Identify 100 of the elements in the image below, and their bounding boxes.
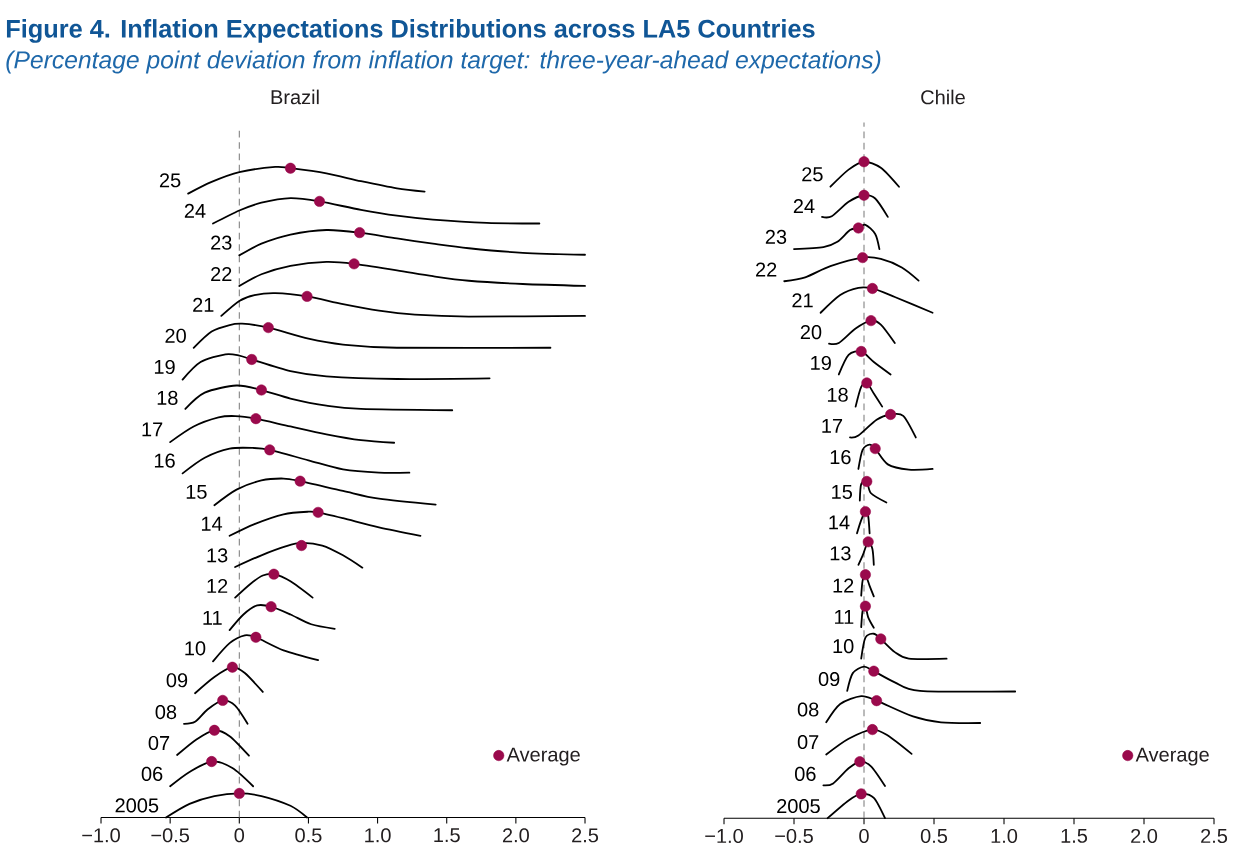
series-label: 2005 bbox=[777, 798, 820, 814]
series-label: 14 bbox=[829, 515, 850, 530]
series-label: 24 bbox=[793, 199, 815, 214]
series-label: 11 bbox=[835, 610, 854, 624]
legend-label: Average bbox=[506, 747, 580, 766]
point bbox=[858, 189, 870, 201]
series-label: 20 bbox=[800, 325, 822, 340]
series-label: 25 bbox=[159, 173, 181, 188]
series-label: 21 bbox=[193, 297, 214, 312]
series-label: 14 bbox=[201, 516, 223, 531]
series-label: 06 bbox=[795, 766, 816, 781]
series-label: 2005 bbox=[115, 798, 159, 813]
series-label: 13 bbox=[830, 546, 851, 561]
series-label: 16 bbox=[154, 453, 175, 468]
x-tick-label: 1.0 bbox=[365, 828, 391, 843]
series-label: 18 bbox=[157, 390, 178, 405]
series-label: 10 bbox=[185, 641, 206, 656]
point bbox=[857, 252, 869, 264]
series-label: 06 bbox=[141, 766, 163, 781]
point bbox=[875, 633, 887, 645]
x-tick-label: 0 bbox=[234, 828, 245, 843]
series-label: 11 bbox=[203, 610, 222, 625]
point bbox=[246, 354, 258, 365]
series-label: 22 bbox=[211, 266, 232, 281]
point bbox=[855, 346, 867, 357]
point bbox=[854, 756, 866, 768]
series-label: 19 bbox=[811, 355, 831, 371]
x-tick-label: −1.0 bbox=[82, 828, 120, 843]
x-tick-label: −1.0 bbox=[705, 828, 743, 844]
series-label: 09 bbox=[166, 673, 188, 688]
point bbox=[296, 540, 307, 552]
series-label: 08 bbox=[797, 702, 819, 717]
series-label: 18 bbox=[827, 387, 848, 402]
x-tick-label: 0 bbox=[859, 828, 869, 844]
point bbox=[348, 258, 360, 270]
point bbox=[866, 282, 878, 294]
caption: Figure 4. Inflation Expectations Distributions across LA5 Countries bbox=[6, 19, 815, 43]
point bbox=[871, 695, 883, 707]
series-label: 12 bbox=[207, 578, 228, 593]
series-label: 07 bbox=[148, 735, 170, 751]
point bbox=[855, 788, 867, 800]
point bbox=[217, 694, 229, 706]
series-label: 17 bbox=[142, 422, 163, 437]
point bbox=[250, 413, 262, 425]
series-label: 25 bbox=[802, 167, 823, 182]
series-label: 12 bbox=[833, 578, 854, 593]
point bbox=[862, 536, 874, 548]
series-label: 15 bbox=[186, 484, 207, 499]
series-label: 24 bbox=[184, 203, 206, 218]
point bbox=[208, 724, 220, 736]
series-label: 20 bbox=[165, 328, 186, 343]
x-tick-label: 2.5 bbox=[572, 828, 599, 843]
x-tick-label: 2.0 bbox=[502, 828, 529, 843]
point bbox=[859, 506, 871, 518]
series-label: 07 bbox=[797, 734, 819, 750]
point bbox=[233, 787, 245, 799]
point bbox=[859, 569, 871, 581]
point bbox=[250, 631, 262, 643]
series-label: 13 bbox=[207, 548, 228, 563]
point bbox=[206, 756, 218, 768]
x-tick-label: −0.5 bbox=[151, 828, 190, 843]
point bbox=[262, 322, 274, 334]
point bbox=[858, 156, 870, 168]
series-label: 23 bbox=[211, 235, 232, 250]
series-label: 15 bbox=[832, 484, 853, 499]
x-tick-label: 1.5 bbox=[434, 828, 460, 843]
point bbox=[861, 475, 873, 487]
point bbox=[866, 724, 878, 736]
chart-title: Chile bbox=[921, 89, 965, 105]
point bbox=[312, 506, 324, 518]
x-tick-label: 1.0 bbox=[991, 828, 1018, 844]
point bbox=[264, 444, 276, 456]
series-label: 09 bbox=[818, 671, 840, 687]
point bbox=[885, 409, 897, 420]
series-label: 19 bbox=[154, 359, 175, 375]
point bbox=[859, 600, 871, 612]
x-tick-label: 0.5 bbox=[920, 828, 948, 844]
series-label: 10 bbox=[833, 639, 854, 654]
point bbox=[265, 601, 277, 613]
point bbox=[255, 384, 267, 396]
series-label: 22 bbox=[756, 262, 777, 277]
point bbox=[284, 162, 296, 174]
point bbox=[354, 227, 366, 239]
point bbox=[865, 315, 877, 327]
x-tick-label: 1.5 bbox=[1061, 828, 1088, 843]
series-label: 21 bbox=[792, 293, 813, 308]
point bbox=[294, 475, 306, 487]
x-tick-label: −0.5 bbox=[775, 828, 813, 844]
legend-label: Average bbox=[1135, 747, 1209, 766]
point bbox=[268, 568, 280, 580]
point bbox=[852, 222, 864, 234]
x-tick-label: 2.5 bbox=[1201, 828, 1228, 844]
text: (Percentage point deviation from inflation target: three-year-ahead expectations) bbox=[6, 50, 881, 74]
series-label: 17 bbox=[822, 419, 843, 433]
series-label: 08 bbox=[155, 705, 177, 720]
series-label: 16 bbox=[830, 450, 851, 465]
point bbox=[226, 661, 238, 673]
point bbox=[301, 290, 313, 302]
point bbox=[861, 377, 873, 389]
point bbox=[869, 443, 881, 455]
